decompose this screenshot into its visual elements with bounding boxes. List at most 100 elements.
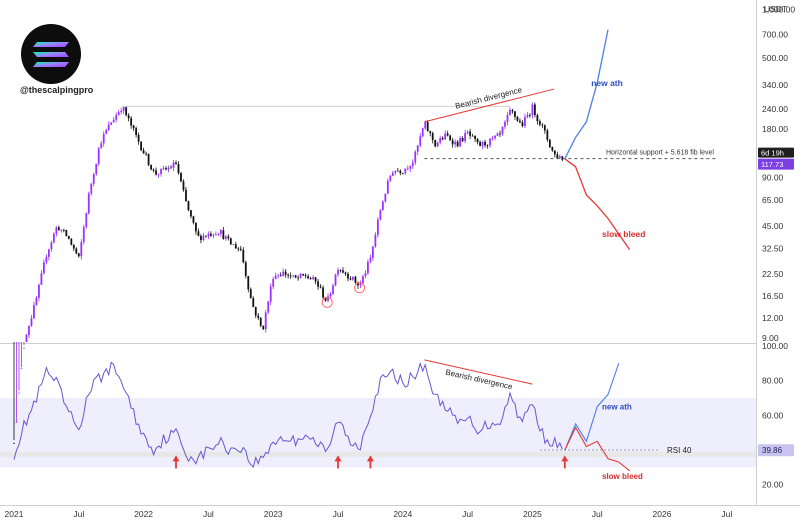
candle-body [429,131,432,134]
price-candle [90,182,93,196]
candle-body [396,170,399,172]
price-candle [267,300,270,315]
candle-body [399,170,402,173]
candle-body [257,315,260,318]
price-candle [70,238,73,246]
candle-body [85,213,88,228]
candle-body [386,180,389,194]
price-candle [282,268,285,277]
candle-body [543,125,546,131]
price-candle [244,260,247,279]
candle-body [95,163,98,175]
price-candle [182,179,185,192]
candle-body [249,289,252,299]
price-candle [454,139,457,148]
rsi-projection-new-ath [564,363,620,451]
price-candle [431,131,434,144]
candle-body [531,104,534,116]
price-candle [367,259,369,276]
author-handle: @thescalpingpro [20,85,94,95]
price-candle [546,128,549,142]
price-candle [214,231,217,236]
price-candle [152,168,155,173]
price-candle [284,269,287,278]
candle-body [47,249,50,257]
candle-body [426,122,429,132]
candle-body [277,275,280,277]
projection-slow-bleed [564,158,631,250]
price-candle [369,254,372,264]
price-candle [294,274,297,279]
price-candle [172,159,175,172]
price-candle [155,167,157,176]
candle-body [357,282,359,286]
price-candle [337,267,339,277]
price-candle [15,342,18,423]
candle-body [444,133,447,140]
candle-body [319,286,322,288]
candle-body [481,141,484,146]
candle-body [28,325,30,336]
candle-body [267,301,270,313]
candle-body [202,235,205,241]
candle-body [486,145,489,147]
price-candle [329,291,332,298]
price-tick-label: 22.50 [762,269,784,279]
price-candle [317,278,319,290]
candle-body [137,134,140,142]
candle-body [491,138,494,139]
candle-body [212,234,215,236]
candle-body [269,286,272,302]
price-candle [556,151,559,159]
price-candle [130,116,133,129]
candle-body [102,133,105,144]
candle-body [227,236,230,239]
price-candle [115,112,118,123]
price-candle [531,102,534,119]
candle-body [329,293,332,297]
rsi-value-badge: 39.86 [758,444,794,457]
price-candle [209,231,212,238]
candle-body [160,168,162,174]
candle-body [284,271,287,275]
candle-body [279,275,282,277]
price-candle [446,130,449,137]
price-candle [314,277,317,285]
candle-body [282,271,285,277]
candle-body [499,133,501,135]
time-tick-label: Jul [721,509,732,519]
rsi-tick-label: 80.00 [762,376,784,386]
candle-body [195,222,197,232]
price-candle [187,200,190,212]
price-candle [536,113,539,125]
price-candle [62,228,65,233]
candle-body [92,174,95,184]
candle-body [192,216,195,223]
price-candle [297,275,300,281]
candle-body [439,137,442,143]
candle-body [294,275,297,278]
rsi-arrow-marker [172,455,180,469]
price-candle [441,136,444,141]
price-tick-label: 500.00 [762,53,788,63]
price-candle [486,144,489,149]
price-candle [553,150,556,158]
candle-body [142,150,145,154]
candle-body [217,233,220,235]
candle-body [100,143,103,149]
time-tick-label: 2022 [134,509,153,519]
price-candle [404,168,407,175]
candle-body [556,154,559,159]
candle-body [237,248,240,250]
candle-body [322,287,324,298]
candle-body [384,193,387,202]
candle-body [77,253,80,257]
price-candle [197,228,200,237]
price-tick-label: 90.00 [762,173,784,183]
price-candle [481,140,484,150]
candle-body [122,107,125,111]
candle-body [33,304,35,319]
price-candle [87,191,90,215]
candle-body [431,133,434,140]
timer-badge-bg [758,147,794,158]
